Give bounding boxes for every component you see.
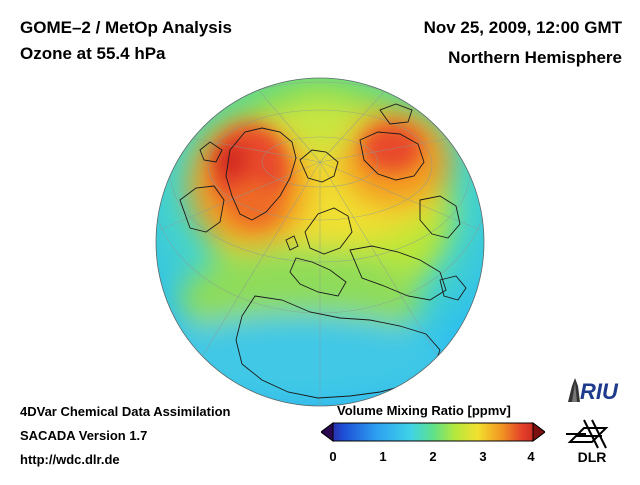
date-label: Nov 25, 2009, 12:00 GMT bbox=[423, 18, 622, 37]
footer-line1: 4DVar Chemical Data Assimilation bbox=[20, 404, 231, 419]
footer-line2: SACADA Version 1.7 bbox=[20, 428, 148, 443]
riu-logo: RIU bbox=[568, 378, 619, 404]
colorbar-tick: 3 bbox=[479, 449, 487, 464]
colorbar-tick: 4 bbox=[527, 449, 535, 464]
colorbar-tick: 2 bbox=[429, 449, 437, 464]
colorbar-tick: 1 bbox=[379, 449, 387, 464]
coastlines bbox=[179, 103, 467, 399]
globe-outline bbox=[155, 77, 485, 407]
title-line1: GOME–2 / MetOp Analysis bbox=[20, 18, 232, 37]
footer-url-link[interactable]: http://wdc.dlr.de bbox=[20, 452, 120, 467]
colorbar-tick: 0 bbox=[329, 449, 337, 464]
colorbar-min-arrow bbox=[321, 422, 334, 442]
colorbar-max-arrow bbox=[532, 422, 545, 442]
dlr-logo-text: DLR bbox=[578, 449, 607, 464]
region-label: Northern Hemisphere bbox=[448, 48, 622, 67]
title-line2: Ozone at 55.4 hPa bbox=[20, 44, 166, 63]
dlr-logo: DLR bbox=[566, 419, 609, 464]
colorbar-title: Volume Mixing Ratio [ppmv] bbox=[337, 403, 511, 418]
colorbar bbox=[321, 422, 545, 442]
riu-logo-text: RIU bbox=[580, 379, 619, 404]
